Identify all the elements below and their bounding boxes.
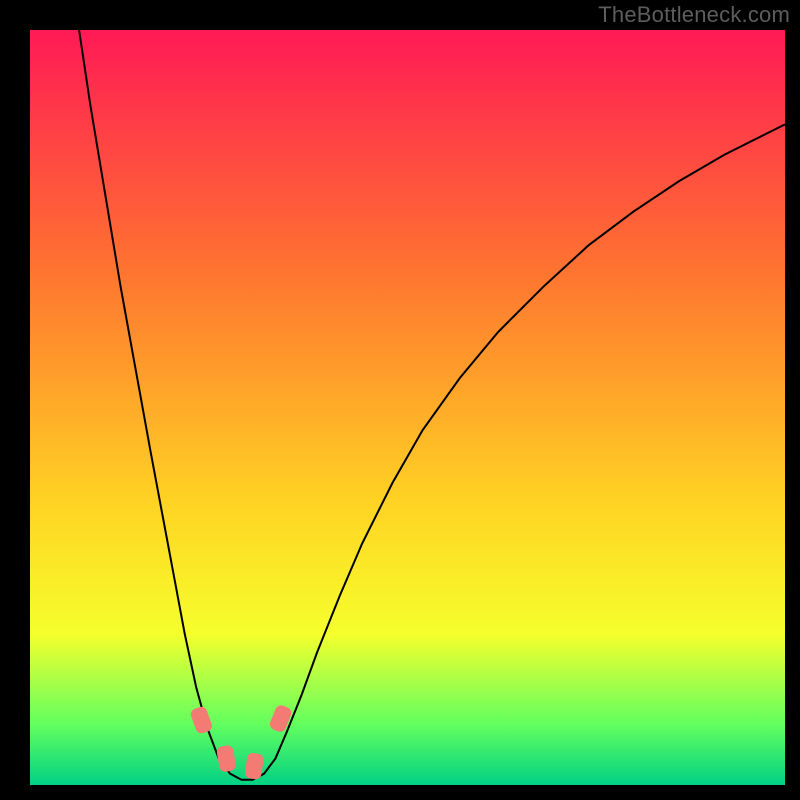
- plot-area: [30, 30, 785, 785]
- watermark-label: TheBottleneck.com: [598, 2, 790, 28]
- chart-container: TheBottleneck.com: [0, 0, 800, 800]
- bottleneck-curve-chart: [0, 0, 800, 800]
